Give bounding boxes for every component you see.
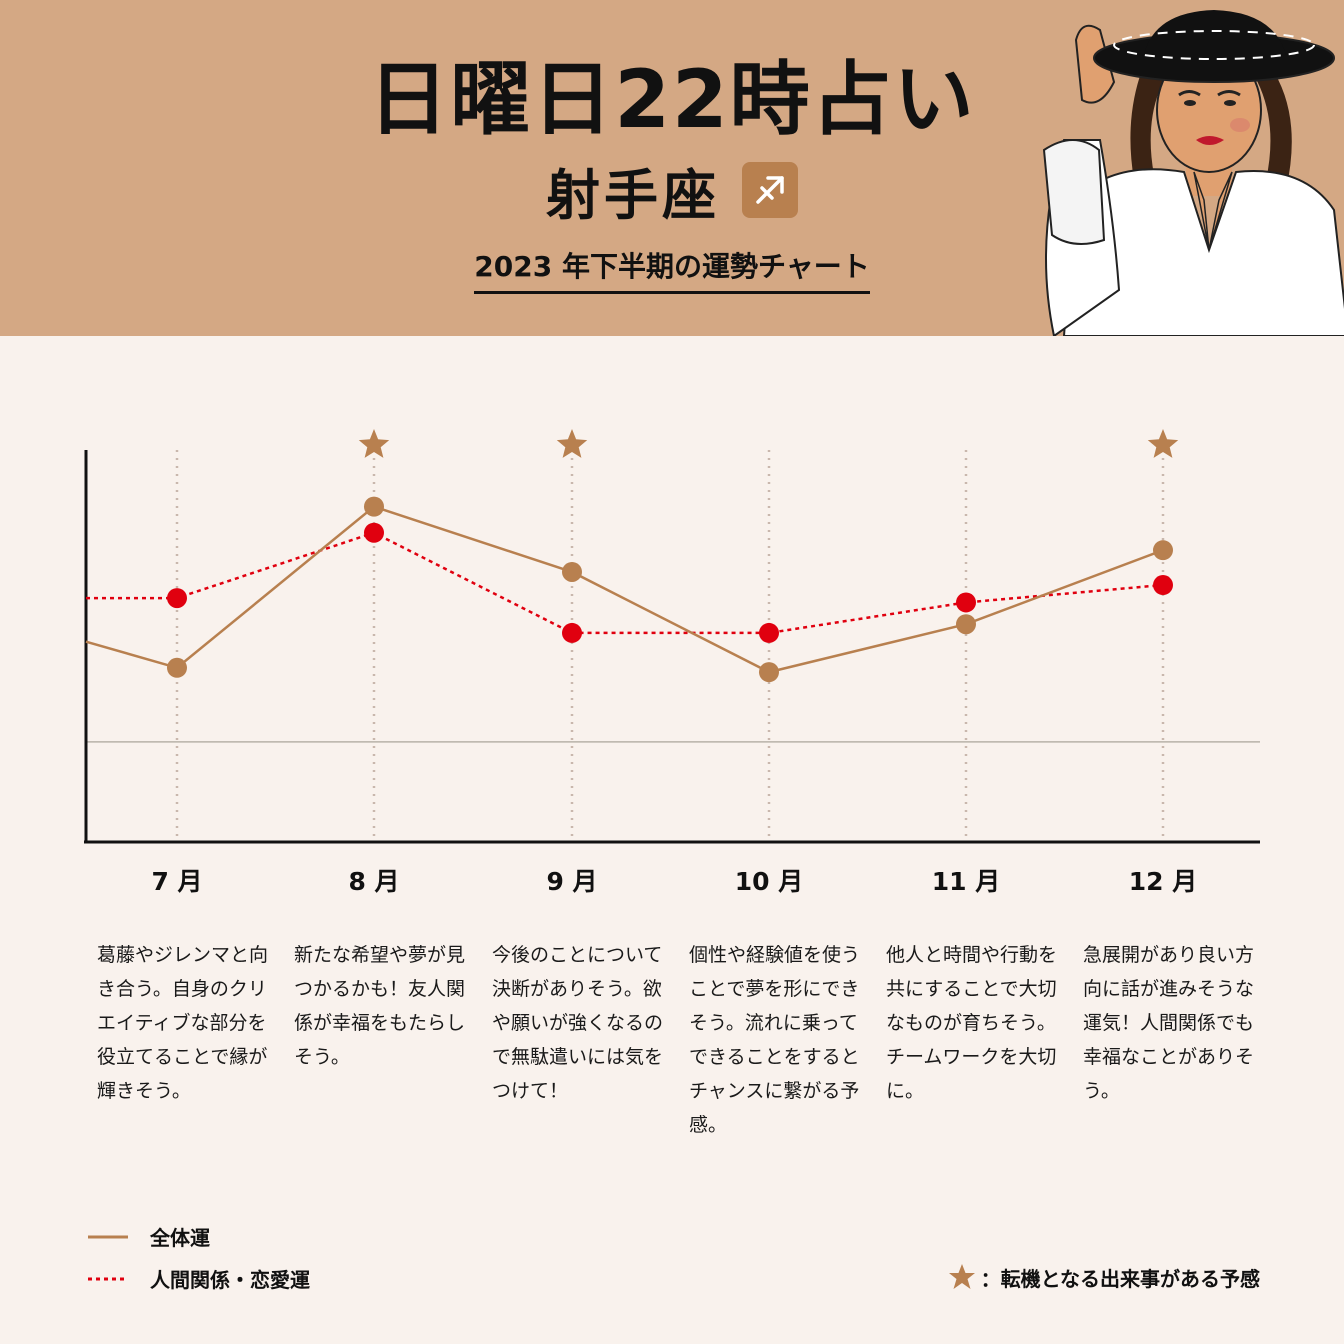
overall-point-2 bbox=[364, 496, 384, 517]
grid-lines bbox=[175, 450, 1165, 842]
turning-star-3 bbox=[556, 429, 588, 458]
overall-point-3 bbox=[562, 561, 582, 582]
overall-point-5 bbox=[956, 614, 976, 635]
overall-point-1 bbox=[167, 657, 187, 678]
turning-star-2 bbox=[358, 429, 390, 458]
sagittarius-icon bbox=[742, 162, 798, 218]
fortune-chart bbox=[84, 429, 1260, 844]
chart-subtitle: 2023 年下半期の運勢チャート bbox=[474, 245, 870, 294]
star-icon bbox=[948, 1264, 975, 1289]
page-title: 日曜日22時占い bbox=[368, 53, 976, 146]
series-layer bbox=[85, 496, 1173, 683]
sign-name: 射手座 bbox=[546, 163, 720, 227]
relationship-point-3 bbox=[562, 622, 582, 643]
overall-point-4 bbox=[759, 662, 779, 683]
relationship-point-4 bbox=[759, 622, 779, 643]
legend-turning-label: ：転機となる出来事がある予感 bbox=[980, 1266, 1260, 1291]
relationship-point-1 bbox=[167, 588, 187, 609]
legend-overall-label: 全体運 bbox=[150, 1226, 210, 1250]
month-description-4: 個性や経験値を使うことで夢を形にできそう。流れに乗ってできることをするとチャンス… bbox=[689, 944, 861, 1136]
month-label-4: 10 月 bbox=[734, 867, 804, 896]
legend-turning-note: ：転機となる出来事がある予感 bbox=[947, 1262, 1260, 1292]
turning-star-6 bbox=[1147, 429, 1179, 458]
legend-overall: 全体運 bbox=[88, 1222, 210, 1251]
series-line-relationship bbox=[86, 531, 1164, 635]
relationship-point-2 bbox=[364, 522, 384, 543]
overall-point-6 bbox=[1153, 540, 1173, 561]
series-line-overall bbox=[85, 505, 1164, 674]
legend-solid-line-icon bbox=[88, 1235, 128, 1238]
legend-relationship-label: 人間関係・恋愛運 bbox=[150, 1268, 310, 1292]
relationship-point-6 bbox=[1153, 575, 1173, 596]
month-label-6: 12 月 bbox=[1128, 867, 1198, 896]
month-label-1: 7 月 bbox=[151, 867, 203, 896]
month-description-6: 急展開があり良い方向に話が進みそうな運気！人間関係でも幸福なことがありそう。 bbox=[1083, 944, 1255, 1102]
month-description-5: 他人と時間や行動を共にすることで大切なものが育ちそう。チームワークを大切に。 bbox=[886, 944, 1058, 1102]
month-label-2: 8 月 bbox=[348, 867, 400, 896]
relationship-point-5 bbox=[956, 592, 976, 613]
turning-point-stars bbox=[358, 429, 1179, 458]
sign-row: 射手座 bbox=[0, 155, 1344, 227]
month-label-3: 9 月 bbox=[546, 867, 598, 896]
month-description-2: 新たな希望や夢が見つかるかも！友人関係が幸福をもたらしそう。 bbox=[294, 944, 466, 1068]
cowboy-illustration bbox=[1042, 10, 1344, 336]
legend-dotted-line-icon bbox=[88, 1277, 128, 1280]
legend-relationship: 人間関係・恋愛運 bbox=[88, 1264, 310, 1293]
month-description-3: 今後のことについて決断がありそう。欲や願いが強くなるので無駄遣いには気をつけて！ bbox=[492, 944, 664, 1102]
month-description-1: 葛藤やジレンマと向き合う。自身のクリエイティブな部分を役立てることで縁が輝きそう… bbox=[97, 944, 269, 1102]
month-label-5: 11 月 bbox=[931, 867, 1001, 896]
